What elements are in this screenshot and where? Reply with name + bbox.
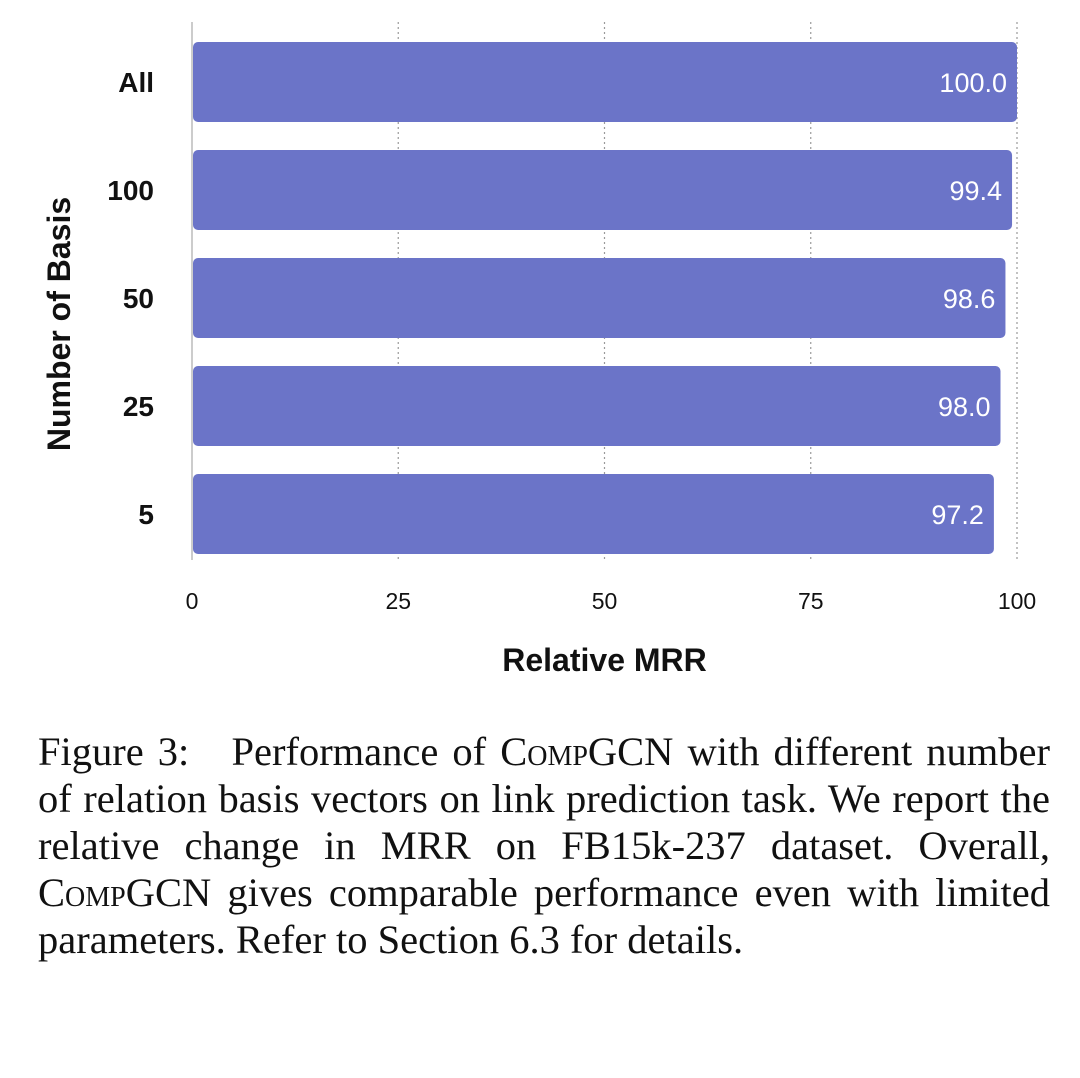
bar xyxy=(193,474,994,554)
bar xyxy=(193,42,1017,122)
caption-model-name: CompGCN xyxy=(38,870,211,915)
figure-caption: Figure 3: Performance of CompGCN with di… xyxy=(38,728,1050,963)
caption-body: Performance of CompGCN with different nu… xyxy=(38,729,1050,962)
y-tick-label: 50 xyxy=(123,283,154,314)
y-tick-label: All xyxy=(118,67,154,98)
caption-label: Figure 3: xyxy=(38,729,189,774)
bar-chart: 100.0 99.4 98.6 98.0 97.2 All 100 50 25 5 0 25 50 7… xyxy=(0,0,1080,700)
y-tick-label: 5 xyxy=(138,499,154,530)
x-axis-label: Relative MRR xyxy=(502,642,707,678)
bar-value-label: 98.6 xyxy=(943,284,996,314)
y-axis-label: Number of Basis xyxy=(41,197,77,451)
x-tick-label: 75 xyxy=(798,588,824,614)
bar xyxy=(193,258,1005,338)
x-tick-label: 100 xyxy=(998,588,1036,614)
y-tick-label: 25 xyxy=(123,391,154,422)
bar xyxy=(193,150,1012,230)
x-tick-label: 0 xyxy=(186,588,199,614)
bar-value-label: 100.0 xyxy=(939,68,1007,98)
bars: 100.0 99.4 98.6 98.0 97.2 xyxy=(193,42,1017,554)
x-tick-labels: 0 25 50 75 100 xyxy=(186,588,1037,614)
x-tick-label: 25 xyxy=(385,588,411,614)
bar-value-label: 97.2 xyxy=(931,500,984,530)
y-tick-labels: All 100 50 25 5 xyxy=(107,67,154,530)
bar-value-label: 99.4 xyxy=(949,176,1002,206)
y-tick-label: 100 xyxy=(107,175,154,206)
caption-text: Performance of xyxy=(231,729,500,774)
bar-value-label: 98.0 xyxy=(938,392,991,422)
caption-model-name: CompGCN xyxy=(500,729,673,774)
x-tick-label: 50 xyxy=(592,588,618,614)
bar xyxy=(193,366,1001,446)
